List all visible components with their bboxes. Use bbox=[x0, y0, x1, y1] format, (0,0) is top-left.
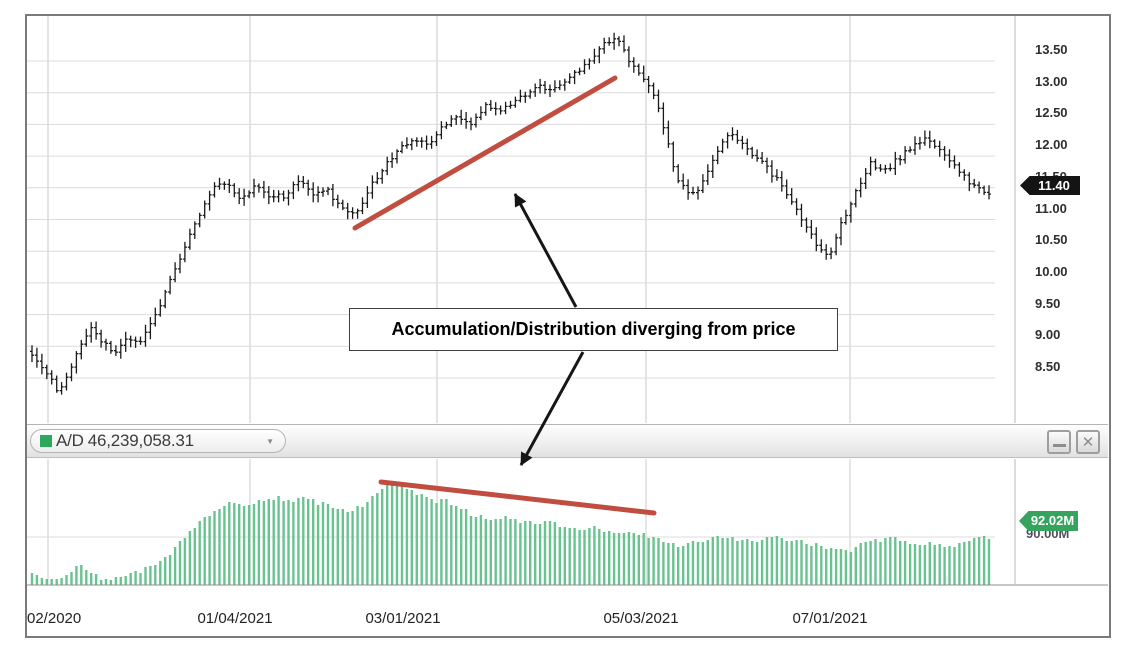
minimize-icon bbox=[1052, 444, 1066, 447]
price-axis-label: 12.00 bbox=[1035, 137, 1068, 152]
indicator-value: 46,239,058.31 bbox=[87, 431, 194, 450]
date-axis-label: 05/03/2021 bbox=[603, 610, 679, 627]
price-axis-label: 9.50 bbox=[1035, 296, 1061, 311]
price-axis-label: 10.50 bbox=[1035, 232, 1068, 247]
close-icon: ✕ bbox=[1081, 433, 1095, 451]
price-axis-label: 8.50 bbox=[1035, 359, 1061, 374]
price-axis-label: 11.00 bbox=[1035, 201, 1067, 216]
close-button[interactable]: ✕ bbox=[1076, 430, 1100, 454]
date-axis-label: 01/04/2021 bbox=[197, 610, 273, 627]
date-axis-label: 02/2020 bbox=[27, 610, 82, 627]
price-ohlc-bars bbox=[30, 32, 991, 395]
indicator-value-badge: 92.02M bbox=[1019, 511, 1078, 531]
ad-histogram-bars bbox=[30, 483, 991, 585]
minimize-button[interactable] bbox=[1047, 430, 1071, 454]
indicator-name: A/D bbox=[56, 431, 84, 450]
price-axis-label: 13.50 bbox=[1035, 42, 1068, 57]
last-price-badge: 11.40 bbox=[1020, 176, 1080, 195]
price-axis-label: 9.00 bbox=[1035, 327, 1061, 342]
price-axis-label: 12.50 bbox=[1035, 105, 1068, 120]
chevron-down-icon[interactable]: ▼ bbox=[266, 436, 274, 446]
indicator-legend-pill[interactable]: A/D 46,239,058.31 ▼ bbox=[30, 429, 286, 453]
date-axis-label: 07/01/2021 bbox=[792, 610, 868, 627]
price-axis-label: 13.00 bbox=[1035, 74, 1068, 89]
price-axis-label: 10.00 bbox=[1035, 264, 1068, 279]
annotation-box[interactable]: Accumulation/Distribution diverging from… bbox=[349, 308, 838, 351]
annotation-text: Accumulation/Distribution diverging from… bbox=[391, 319, 796, 339]
legend-color-swatch bbox=[40, 435, 52, 447]
ad-downtrend-line[interactable] bbox=[378, 479, 657, 516]
price-uptrend-line[interactable] bbox=[352, 75, 618, 231]
date-axis-label: 03/01/2021 bbox=[365, 610, 441, 627]
indicator-toolbar: A/D 46,239,058.31 ▼ ✕ bbox=[27, 424, 1108, 458]
